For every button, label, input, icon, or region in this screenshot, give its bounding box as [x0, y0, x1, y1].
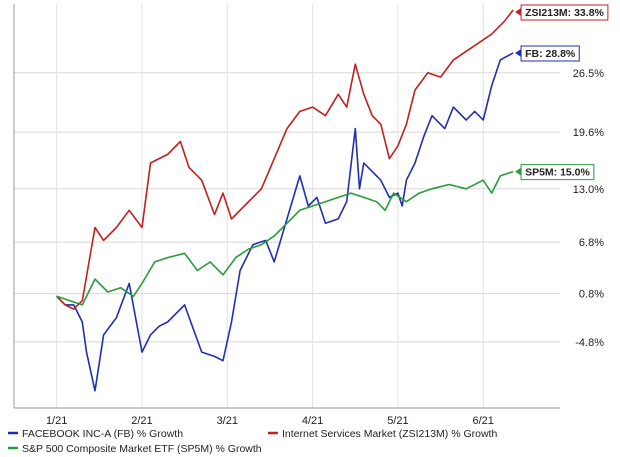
x-tick-label: 3/21	[217, 415, 238, 427]
legend-item-zsi213m: Internet Services Market (ZSI213M) % Gro…	[268, 428, 497, 440]
series-line-zsi213m	[56, 9, 514, 310]
legend: FACEBOOK INC-A (FB) % Growth Internet Ser…	[8, 428, 497, 455]
grid	[14, 4, 560, 408]
y-tick-label: 13.0%	[573, 184, 604, 196]
callout-fb: FB: 28.8%	[515, 45, 580, 62]
x-tick-label: 4/21	[302, 415, 323, 427]
callout-pointer	[515, 48, 522, 57]
callout-label: FB: 28.8%	[525, 48, 576, 60]
x-tick-label: 6/21	[473, 415, 494, 427]
series-line-sp5m	[56, 170, 514, 306]
y-tick-label: -4.8%	[575, 337, 604, 349]
y-tick-label: 6.8%	[579, 237, 604, 249]
y-tick-label: 19.6%	[573, 127, 604, 139]
x-tick-label: 2/21	[131, 415, 152, 427]
x-tick-label: 5/21	[387, 415, 408, 427]
y-tick-label: 26.5%	[573, 68, 604, 80]
callout-label: SP5M: 15.0%	[525, 167, 590, 179]
axes: 26.5% 19.6% 13.0% 6.8% 0.8% -4.8% 1/21 2/21 3/21…	[13, 4, 604, 427]
callout-zsi213m: ZSI213M: 33.8%	[515, 4, 609, 21]
legend-label: FACEBOOK INC-A (FB) % Growth	[22, 428, 183, 440]
series-lines	[56, 9, 514, 392]
legend-label: Internet Services Market (ZSI213M) % Gro…	[282, 428, 497, 440]
legend-label: S&P 500 Composite Market ETF (SP5M) % Gr…	[22, 443, 262, 455]
callout-pointer	[515, 8, 522, 16]
callout-sp5m: SP5M: 15.0%	[515, 164, 595, 181]
y-tick-label: 0.8%	[579, 289, 604, 301]
end-labels: FB: 28.8% ZSI213M: 33.8% SP5M: 15.0%	[515, 4, 609, 181]
legend-item-fb: FACEBOOK INC-A (FB) % Growth	[8, 428, 183, 440]
callout-pointer	[515, 167, 522, 176]
callout-label: ZSI213M: 33.8%	[525, 7, 604, 19]
series-line-fb	[56, 52, 514, 392]
legend-item-sp5m: S&P 500 Composite Market ETF (SP5M) % Gr…	[8, 443, 262, 455]
x-tick-label: 1/21	[46, 415, 67, 427]
